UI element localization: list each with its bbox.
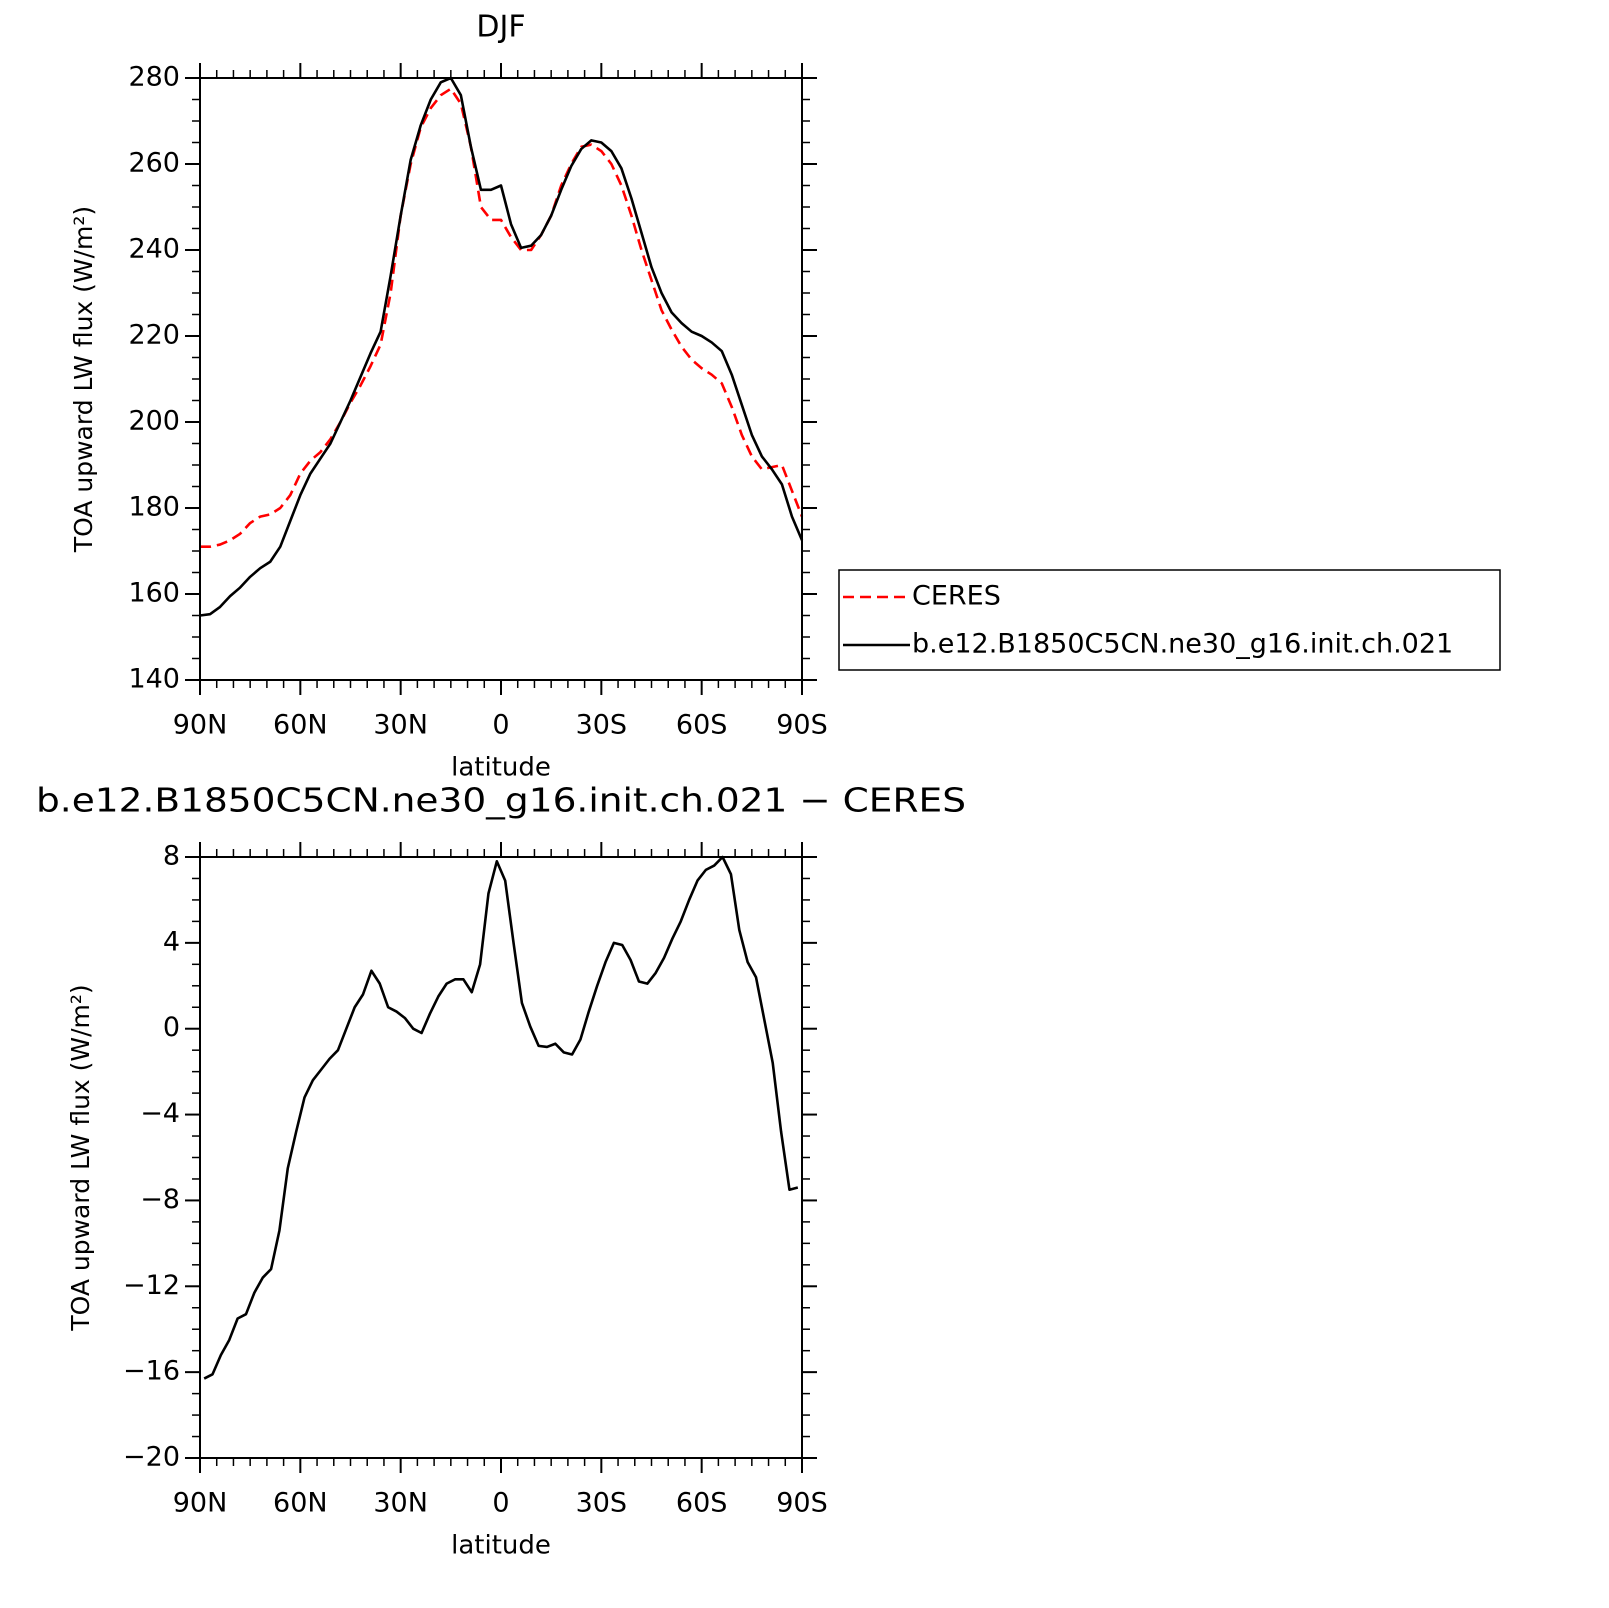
plot-frame xyxy=(199,77,803,681)
y-tick-label: 0 xyxy=(163,1012,180,1043)
x-tick-label: 30S xyxy=(576,710,628,741)
y-tick-label: 4 xyxy=(163,926,180,957)
x-tick-label: 60S xyxy=(676,1488,728,1519)
y-tick-label: 200 xyxy=(128,406,180,437)
x-axis-label: latitude xyxy=(451,753,551,783)
x-tick-label: 60N xyxy=(273,1488,328,1519)
y-axis-label: TOA upward LW flux (W/m²) xyxy=(69,206,98,553)
chart-title: b.e12.B1850C5CN.ne30_g16.init.ch.021 − C… xyxy=(36,781,966,820)
x-tick-label: 30S xyxy=(576,1488,628,1519)
y-tick-label: 220 xyxy=(128,320,180,351)
y-tick-label: 260 xyxy=(128,148,180,179)
y-tick-label: −12 xyxy=(123,1270,180,1301)
legend-box xyxy=(838,569,1501,671)
panel: b.e12.B1850C5CN.ne30_g16.init.ch.021 − C… xyxy=(36,781,966,1561)
x-tick-label: 90S xyxy=(776,710,828,741)
y-tick-label: −16 xyxy=(123,1356,180,1387)
x-tick-label: 60N xyxy=(273,710,328,741)
y-tick-label: 160 xyxy=(128,578,180,609)
x-tick-label: 0 xyxy=(492,1488,509,1519)
panel: DJF latitude TOA upward LW flux (W/m²) 140 1… xyxy=(69,10,1501,783)
y-tick-label: 180 xyxy=(128,492,180,523)
x-tick-label: 90N xyxy=(173,1488,228,1519)
x-tick-label: 60S xyxy=(676,710,728,741)
y-axis-label: TOA upward LW flux (W/m²) xyxy=(66,984,95,1331)
legend-label: CERES xyxy=(912,581,1001,612)
y-tick-label: −20 xyxy=(123,1442,180,1473)
x-tick-label: 30N xyxy=(373,710,428,741)
y-tick-label: 140 xyxy=(128,664,180,695)
data-line xyxy=(203,855,799,1380)
legend-label: b.e12.B1850C5CN.ne30_g16.init.ch.021 xyxy=(912,629,1453,660)
y-tick-label: −8 xyxy=(140,1184,180,1215)
y-tick-label: −4 xyxy=(140,1098,180,1129)
y-tick-label: 280 xyxy=(128,62,180,93)
x-axis-label: latitude xyxy=(451,1531,551,1561)
plot-frame xyxy=(199,856,803,1459)
x-tick-label: 90S xyxy=(776,1488,828,1519)
data-line xyxy=(200,87,804,548)
y-tick-label: 8 xyxy=(163,841,180,872)
x-tick-label: 30N xyxy=(373,1488,428,1519)
x-tick-label: 90N xyxy=(173,710,228,741)
x-tick-label: 0 xyxy=(492,710,509,741)
chart-title: DJF xyxy=(476,10,525,45)
y-tick-label: 240 xyxy=(128,234,180,265)
data-line xyxy=(199,76,804,617)
